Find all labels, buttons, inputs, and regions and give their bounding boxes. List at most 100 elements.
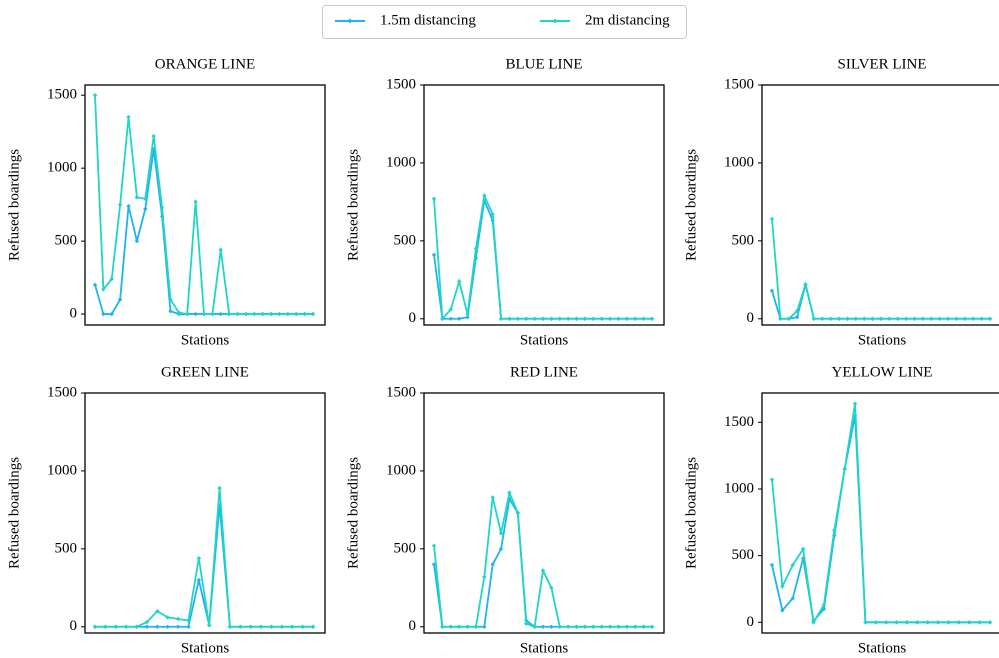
- point: [540, 316, 546, 321]
- point: [769, 477, 775, 482]
- point: [821, 602, 827, 608]
- series-line: [771, 415, 990, 624]
- point: [440, 316, 445, 321]
- point: [185, 311, 190, 317]
- point: [168, 297, 173, 302]
- point: [218, 311, 223, 317]
- x-axis-label: Stations: [520, 332, 569, 348]
- point: [549, 624, 554, 629]
- legend-label: 2m distancing: [585, 12, 670, 28]
- point: [607, 316, 613, 321]
- point: [649, 316, 655, 321]
- y-tick-label: 0: [747, 614, 755, 630]
- y-tick-label: 1000: [47, 462, 77, 478]
- point: [456, 279, 462, 284]
- point: [165, 615, 170, 620]
- point: [92, 93, 98, 98]
- point: [633, 624, 638, 629]
- point: [117, 202, 123, 207]
- y-tick-label: 1500: [724, 76, 754, 92]
- legend-label: 1.5m distancing: [380, 12, 476, 28]
- point: [431, 196, 437, 201]
- point: [218, 247, 223, 253]
- point: [206, 623, 212, 628]
- point: [929, 316, 934, 321]
- point: [113, 624, 118, 629]
- point: [852, 401, 858, 406]
- point: [196, 555, 202, 561]
- point: [649, 624, 655, 629]
- point: [565, 624, 571, 629]
- y-tick-label: 1000: [47, 160, 77, 176]
- point: [117, 297, 123, 302]
- point: [887, 316, 892, 321]
- point: [465, 315, 470, 320]
- point: [845, 316, 850, 321]
- point: [769, 288, 775, 293]
- point: [987, 316, 993, 321]
- point: [176, 310, 182, 315]
- point: [431, 543, 437, 548]
- x-axis-label: Stations: [858, 640, 907, 656]
- point: [599, 316, 604, 321]
- point: [440, 624, 445, 629]
- x-axis-label: Stations: [181, 640, 230, 656]
- legend-box: [322, 5, 687, 39]
- point: [515, 316, 521, 321]
- y-axis-label: Refused boardings: [6, 149, 22, 261]
- point: [201, 311, 207, 317]
- point: [277, 311, 282, 317]
- y-tick-label: 0: [70, 618, 78, 634]
- point: [549, 316, 554, 321]
- point: [811, 316, 817, 321]
- point: [790, 562, 795, 568]
- series-line: [95, 505, 313, 628]
- series-line: [94, 149, 313, 315]
- point: [155, 624, 160, 629]
- point: [294, 311, 299, 317]
- point: [186, 624, 191, 629]
- axes-frame: [84, 84, 326, 326]
- point: [549, 585, 554, 591]
- point: [238, 624, 243, 629]
- point: [895, 316, 900, 321]
- point: [641, 624, 646, 629]
- point: [252, 311, 257, 317]
- point: [456, 624, 462, 629]
- point: [803, 282, 808, 287]
- point: [123, 624, 129, 629]
- point: [155, 608, 160, 614]
- point: [290, 624, 295, 629]
- point: [448, 316, 453, 321]
- axes-frame: [761, 84, 999, 326]
- point: [109, 311, 114, 317]
- y-tick-label: 1500: [47, 87, 77, 103]
- point: [227, 624, 233, 629]
- y-tick-label: 500: [394, 540, 417, 556]
- point: [103, 624, 108, 629]
- point: [532, 316, 537, 321]
- point: [574, 316, 579, 321]
- series-line: [771, 403, 990, 625]
- point: [557, 316, 562, 321]
- point: [624, 624, 630, 629]
- point: [591, 624, 596, 629]
- y-axis-label: Refused boardings: [683, 149, 699, 261]
- y-axis-label: Refused boardings: [6, 457, 22, 569]
- series-line: [95, 487, 313, 628]
- chart-title: RED LINE: [510, 364, 578, 380]
- point: [599, 624, 604, 629]
- y-tick-label: 0: [409, 618, 417, 634]
- series-line: [433, 489, 652, 628]
- point: [268, 311, 274, 317]
- x-axis-label: Stations: [181, 332, 230, 348]
- point: [935, 620, 941, 625]
- point: [780, 584, 785, 589]
- point: [143, 206, 148, 212]
- point: [490, 495, 495, 500]
- point: [967, 620, 972, 625]
- y-tick-label: 1500: [724, 414, 754, 430]
- point: [565, 316, 571, 321]
- point: [633, 316, 638, 321]
